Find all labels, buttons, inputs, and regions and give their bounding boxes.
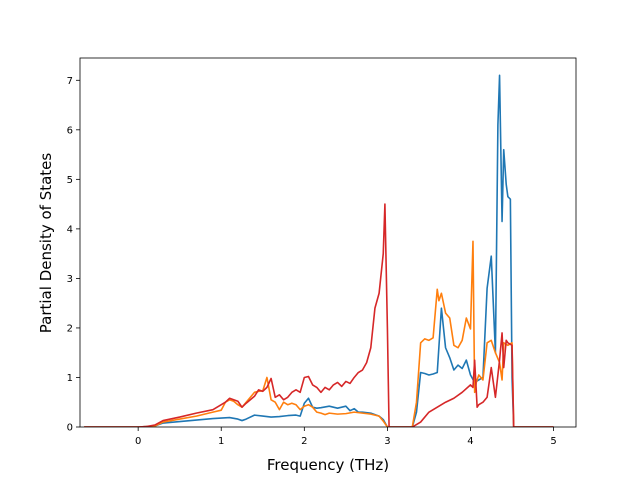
plot-frame	[79, 57, 577, 428]
series-line-3	[84, 203, 554, 427]
y-tick-label: 1	[67, 373, 73, 384]
x-tick-label: 4	[467, 436, 473, 447]
y-tick-label: 3	[67, 274, 73, 285]
y-tick-label: 4	[67, 224, 73, 235]
y-tick-label: 0	[67, 423, 73, 434]
y-tick-label: 7	[67, 76, 73, 87]
x-tick-label: 3	[384, 436, 390, 447]
x-axis-label: Frequency (THz)	[267, 456, 389, 474]
x-tick-label: 2	[301, 436, 307, 447]
y-tick-label: 5	[67, 175, 73, 186]
x-tick-label: 5	[550, 436, 556, 447]
plot-lines	[84, 74, 554, 427]
x-axis-ticks: 0 1 2 3 4 5	[135, 427, 557, 447]
y-axis-ticks: 0 1 2 3 4 5 6 7	[67, 76, 80, 434]
y-tick-label: 2	[67, 323, 73, 334]
x-tick-label: 0	[135, 436, 141, 447]
x-tick-label: 1	[218, 436, 224, 447]
y-axis-label: Partial Density of States	[37, 153, 55, 334]
y-tick-label: 6	[67, 125, 73, 136]
